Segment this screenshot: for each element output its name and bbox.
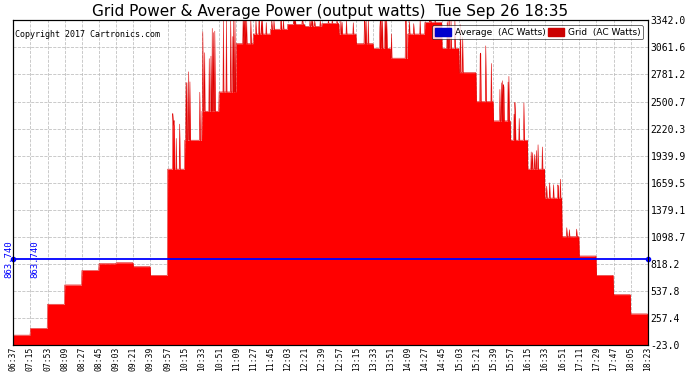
Title: Grid Power & Average Power (output watts)  Tue Sep 26 18:35: Grid Power & Average Power (output watts… <box>92 4 569 19</box>
Legend: Average  (AC Watts), Grid  (AC Watts): Average (AC Watts), Grid (AC Watts) <box>432 25 643 39</box>
Text: 863.740: 863.740 <box>4 241 13 278</box>
Text: Copyright 2017 Cartronics.com: Copyright 2017 Cartronics.com <box>14 30 159 39</box>
Text: 863.740: 863.740 <box>30 241 39 278</box>
